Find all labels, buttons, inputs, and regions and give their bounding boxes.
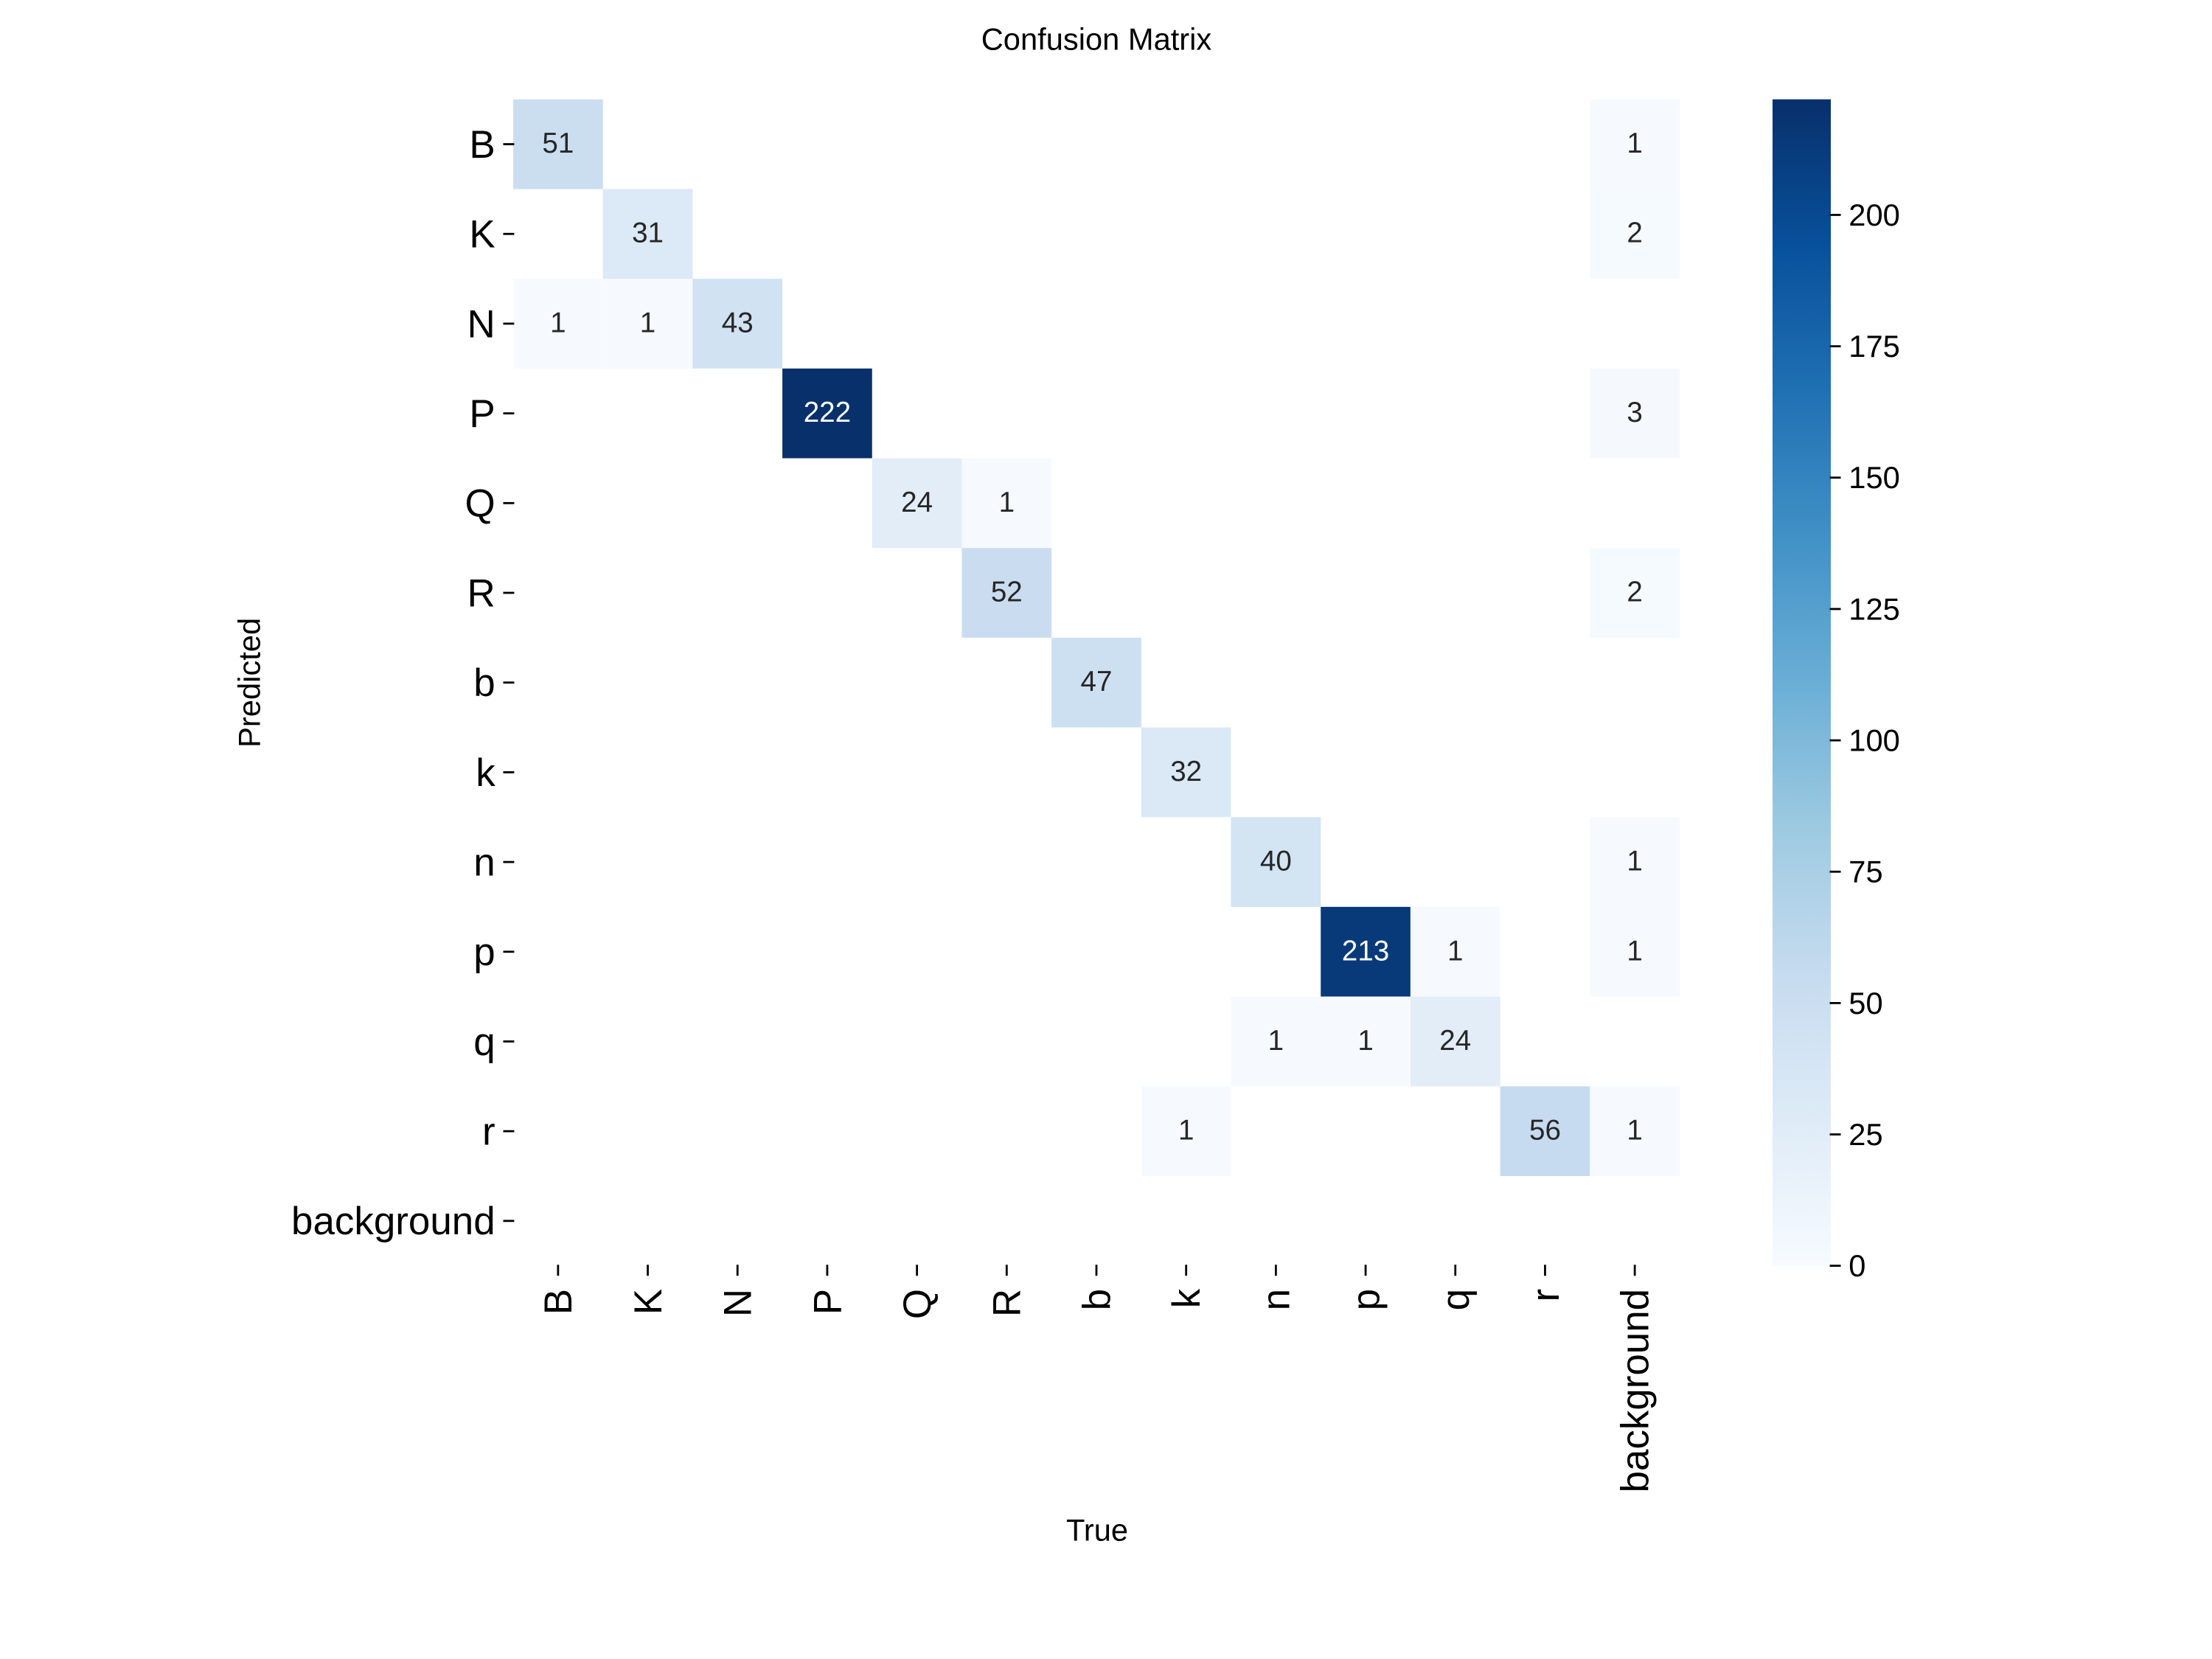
svg-text:n: n [473, 841, 495, 884]
svg-text:k: k [1165, 1288, 1208, 1308]
svg-text:K: K [469, 213, 495, 257]
svg-text:0: 0 [1848, 1248, 1865, 1283]
svg-text:1: 1 [550, 307, 566, 338]
svg-text:Q: Q [896, 1289, 939, 1319]
svg-text:50: 50 [1848, 986, 1882, 1020]
svg-text:B: B [469, 123, 495, 167]
svg-text:b: b [1075, 1289, 1119, 1310]
svg-text:43: 43 [722, 307, 754, 338]
svg-text:background: background [1614, 1289, 1658, 1493]
svg-text:75: 75 [1848, 855, 1882, 889]
svg-text:p: p [1344, 1289, 1388, 1310]
svg-text:47: 47 [1081, 666, 1113, 698]
svg-text:N: N [467, 302, 495, 346]
svg-text:175: 175 [1848, 329, 1900, 364]
svg-text:b: b [473, 661, 495, 705]
svg-text:True: True [1066, 1512, 1128, 1547]
svg-text:R: R [467, 571, 495, 615]
svg-text:R: R [986, 1289, 1029, 1317]
svg-text:q: q [1434, 1289, 1478, 1310]
svg-text:32: 32 [1170, 756, 1202, 787]
svg-text:24: 24 [1439, 1025, 1471, 1057]
svg-text:q: q [473, 1020, 495, 1064]
svg-text:52: 52 [991, 577, 1023, 608]
svg-text:r: r [1524, 1289, 1568, 1302]
svg-text:k: k [476, 751, 495, 795]
svg-text:background: background [291, 1200, 495, 1243]
svg-text:24: 24 [901, 487, 933, 518]
svg-text:P: P [469, 392, 495, 436]
svg-text:n: n [1255, 1289, 1298, 1310]
svg-text:3: 3 [1627, 397, 1642, 428]
svg-text:31: 31 [632, 218, 664, 249]
svg-text:N: N [717, 1289, 760, 1317]
svg-text:1: 1 [1178, 1115, 1194, 1147]
svg-text:100: 100 [1848, 723, 1900, 758]
svg-text:1: 1 [640, 307, 655, 338]
svg-text:Q: Q [465, 482, 495, 526]
svg-text:Predicted: Predicted [232, 618, 267, 748]
svg-text:1: 1 [1268, 1025, 1284, 1057]
svg-text:r: r [482, 1110, 495, 1154]
svg-text:222: 222 [804, 397, 851, 428]
svg-text:125: 125 [1848, 591, 1900, 626]
svg-text:2: 2 [1627, 577, 1642, 608]
svg-text:51: 51 [542, 128, 574, 159]
svg-text:200: 200 [1848, 198, 1900, 232]
svg-text:K: K [627, 1289, 670, 1315]
svg-text:1: 1 [999, 487, 1015, 518]
svg-text:P: P [806, 1289, 849, 1315]
svg-text:25: 25 [1848, 1117, 1882, 1152]
svg-text:1: 1 [1447, 935, 1463, 967]
svg-text:Confusion Matrix: Confusion Matrix [981, 22, 1212, 57]
svg-text:213: 213 [1342, 935, 1389, 967]
svg-text:B: B [537, 1289, 580, 1315]
svg-text:2: 2 [1627, 218, 1642, 249]
svg-text:1: 1 [1357, 1025, 1373, 1057]
svg-text:1: 1 [1627, 1115, 1642, 1147]
svg-text:1: 1 [1627, 128, 1642, 159]
svg-text:p: p [473, 931, 495, 974]
svg-text:40: 40 [1260, 846, 1292, 877]
svg-text:56: 56 [1529, 1115, 1561, 1147]
svg-text:150: 150 [1848, 460, 1900, 495]
svg-text:1: 1 [1627, 935, 1642, 967]
svg-text:1: 1 [1627, 846, 1642, 877]
